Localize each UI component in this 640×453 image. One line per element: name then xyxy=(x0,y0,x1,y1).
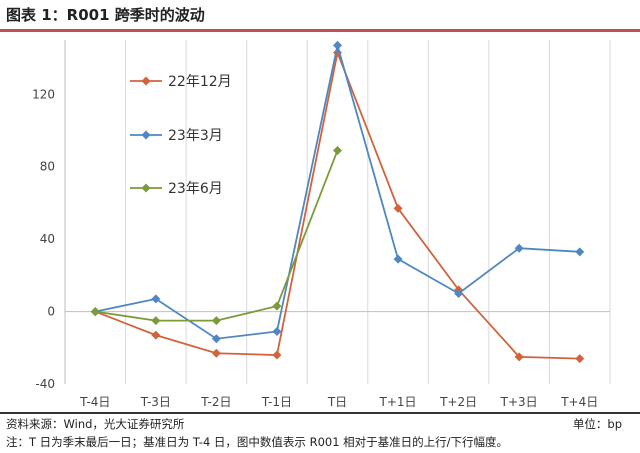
data-point xyxy=(514,352,524,362)
data-point xyxy=(151,316,161,326)
y-tick-label: 80 xyxy=(40,160,55,174)
data-point xyxy=(575,354,585,364)
data-point xyxy=(90,307,100,317)
chart-title: 图表 1：R001 跨季时的波动 xyxy=(6,6,205,24)
data-point xyxy=(151,330,161,340)
x-tick-label: T-3日 xyxy=(140,395,171,409)
data-point xyxy=(333,40,342,50)
footer-divider xyxy=(0,412,640,414)
series-line xyxy=(94,49,580,360)
data-point xyxy=(211,348,221,358)
series-1 xyxy=(90,48,585,364)
x-tick-label: T-2日 xyxy=(200,395,231,409)
data-point xyxy=(272,326,282,336)
legend-item: 23年6月 xyxy=(130,181,223,197)
data-point xyxy=(151,294,161,304)
data-point xyxy=(272,350,282,360)
data-point xyxy=(454,288,464,298)
x-tick-label: T-4日 xyxy=(79,395,110,409)
legend-swatch-marker xyxy=(141,183,151,193)
series-group xyxy=(90,40,585,364)
title-divider xyxy=(0,29,640,32)
legend-label: 22年12月 xyxy=(168,74,232,90)
line-chart: -40 0 40 80 120 T-4日 T-3日 T-2日 T-1日 T日 T+1日 T+2日 T+3… xyxy=(32,40,611,409)
x-tick-label: T+2日 xyxy=(439,395,477,409)
unit-label: 单位：bp xyxy=(572,417,622,431)
data-point xyxy=(333,145,342,155)
x-tick-label: T日 xyxy=(327,395,347,409)
x-tick-label: T+4日 xyxy=(560,395,598,409)
axes: -40 0 40 80 120 T-4日 T-3日 T-2日 T-1日 T日 T+1日 T+2日 T+3… xyxy=(32,40,610,409)
data-point xyxy=(393,254,403,264)
y-tick-label: -40 xyxy=(35,377,55,391)
legend-swatch-marker xyxy=(141,130,151,140)
legend-item: 22年12月 xyxy=(130,74,232,90)
x-tick-label: T-1日 xyxy=(261,395,292,409)
source-note: 资料来源：Wind，光大证券研究所 xyxy=(6,417,185,431)
footnote: 注：T 日为季末最后一日；基准日为 T-4 日，图中数值表示 R001 相对于基… xyxy=(6,435,509,449)
legend-item: 23年3月 xyxy=(130,128,223,144)
legend: 22年12月 23年3月 23年6月 xyxy=(130,74,232,197)
data-point xyxy=(272,301,282,311)
x-tick-label: T+3日 xyxy=(500,395,538,409)
legend-swatch-marker xyxy=(141,76,151,86)
data-point xyxy=(575,247,585,257)
data-point xyxy=(211,316,221,326)
x-tick-label: T+1日 xyxy=(379,395,417,409)
y-tick-label: 120 xyxy=(32,87,55,101)
series-3 xyxy=(90,145,342,326)
data-point xyxy=(514,243,524,253)
legend-label: 23年3月 xyxy=(168,128,223,144)
y-tick-label: 0 xyxy=(47,305,55,319)
data-point xyxy=(211,334,221,344)
series-2 xyxy=(90,40,585,344)
y-tick-label: 40 xyxy=(40,232,55,246)
data-point xyxy=(393,203,403,213)
legend-label: 23年6月 xyxy=(168,181,223,197)
